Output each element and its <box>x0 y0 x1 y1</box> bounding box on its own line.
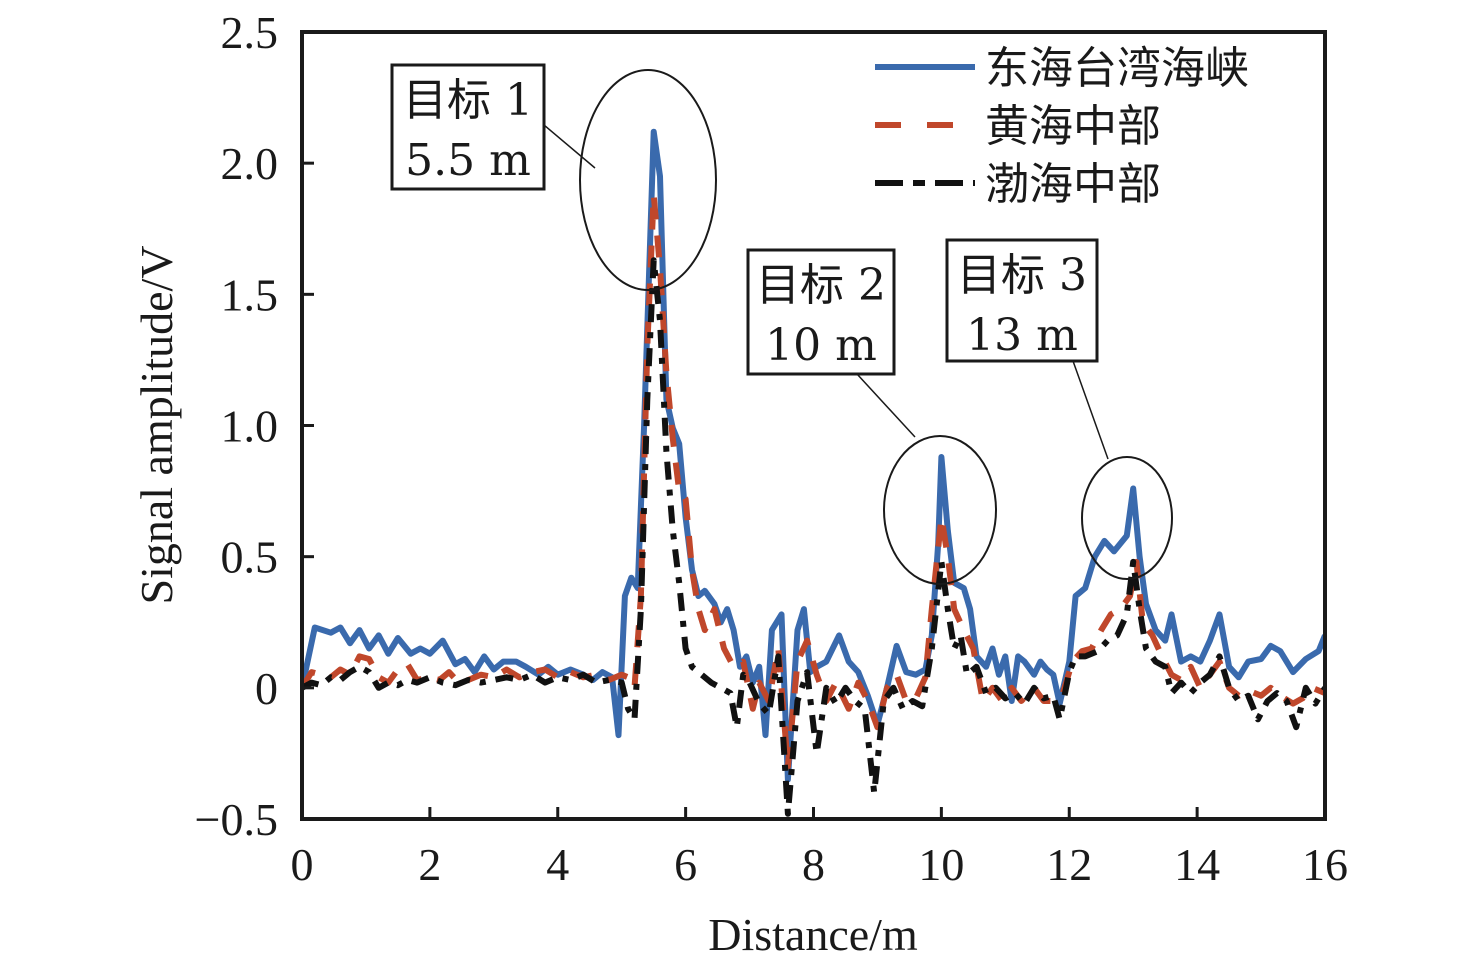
x-tick-label: 12 <box>1046 839 1092 890</box>
annotation-layer: 目标 1 5.5 m 目标 2 10 m 目标 3 13 m <box>390 63 1173 585</box>
leader-line-1 <box>543 124 596 169</box>
legend-label-3: 渤海中部 <box>985 159 1161 210</box>
annotation-title-3: 目标 3 <box>957 250 1087 301</box>
x-tick-label: 16 <box>1302 839 1348 890</box>
x-axis: 0 2 4 6 8 10 12 14 16 <box>291 807 1348 890</box>
leader-line-3 <box>1072 360 1109 460</box>
y-axis: −0.5 0 0.5 1.0 1.5 2.0 2.5 <box>195 7 314 845</box>
x-tick-label: 14 <box>1174 839 1220 890</box>
x-axis-title: Distance/m <box>708 909 918 960</box>
annotation-title-1: 目标 1 <box>403 75 533 126</box>
x-tick-label: 0 <box>291 839 314 890</box>
y-tick-label: 2.0 <box>221 138 279 189</box>
annotation-distance-3: 13 m <box>966 310 1078 361</box>
annotation-distance-2: 10 m <box>765 320 877 371</box>
legend-label-1: 东海台湾海峡 <box>985 43 1249 94</box>
target-circle-3 <box>1081 456 1173 580</box>
y-axis-title: Signal amplitude/V <box>131 245 182 604</box>
y-tick-label: 1.0 <box>221 401 279 452</box>
annotation-box-3 <box>945 238 1099 363</box>
target-circle-1 <box>579 69 717 291</box>
x-tick-label: 8 <box>802 839 825 890</box>
annotation-title-2: 目标 2 <box>756 260 886 311</box>
series-layer <box>302 128 1325 817</box>
series-line-3 <box>302 257 1325 817</box>
annotation-box-2 <box>746 248 896 376</box>
target-circle-2 <box>883 435 997 585</box>
x-tick-label: 4 <box>546 839 569 890</box>
annotation-distance-1: 5.5 m <box>405 135 531 186</box>
y-tick-label: 2.5 <box>221 7 279 58</box>
series-line-2 <box>302 191 1325 770</box>
annotation-box-1 <box>390 63 546 191</box>
x-tick-label: 2 <box>418 839 441 890</box>
y-tick-label: −0.5 <box>195 794 278 845</box>
y-tick-label: 0.5 <box>221 532 279 583</box>
leader-line-2 <box>856 373 916 438</box>
x-tick-label: 10 <box>918 839 964 890</box>
x-tick-label: 6 <box>674 839 697 890</box>
y-tick-label: 1.5 <box>221 269 279 320</box>
y-tick-label: 0 <box>255 663 278 714</box>
legend-label-2: 黄海中部 <box>985 101 1161 152</box>
